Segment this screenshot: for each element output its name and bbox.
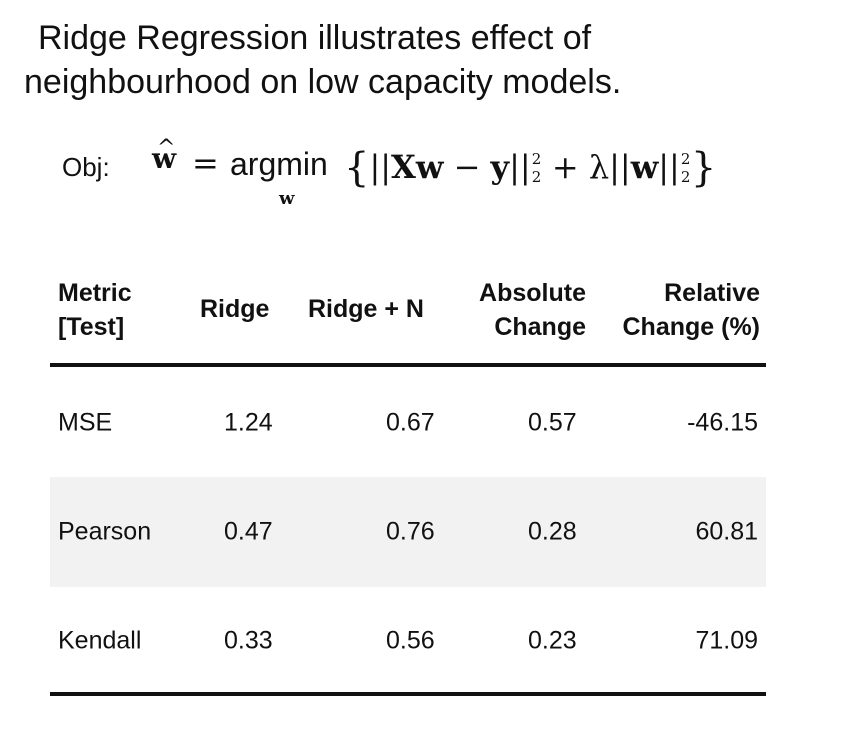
table-row: MSE 1.24 0.67 0.57 -46.15	[50, 368, 766, 478]
formula-hat: ^	[157, 136, 176, 161]
formula-norm-open-1: ||	[369, 148, 392, 186]
table-bottom-rule	[50, 692, 766, 696]
cell-metric: Kendall	[58, 626, 142, 655]
cell-absolute-change: 0.28	[528, 517, 577, 546]
formula-term-xw: Xw	[391, 148, 444, 186]
header-ridge: Ridge	[200, 292, 269, 326]
formula-sub-1: 2	[531, 167, 542, 186]
header-metric: Metric [Test]	[58, 276, 132, 344]
cell-metric: MSE	[58, 408, 113, 437]
title-line-2: neighbourhood on low capacity models.	[24, 63, 622, 101]
cell-ridge-n: 0.67	[386, 408, 435, 437]
formula-label: Obj:	[62, 152, 110, 182]
cell-ridge: 0.47	[224, 517, 273, 546]
formula-norm-close-1: ||	[509, 148, 531, 186]
cell-ridge-n: 0.56	[386, 626, 435, 655]
cell-absolute-change: 0.23	[528, 626, 577, 655]
formula-sub-2: 2	[680, 167, 691, 186]
formula-argmin-subscript: w	[279, 188, 295, 209]
title-line-1: Ridge Regression illustrates effect of	[38, 19, 592, 57]
formula-lhs: w	[152, 142, 177, 175]
formula-exp-2: 2	[680, 149, 691, 168]
formula-norm-open-2: ||	[609, 148, 631, 186]
header-abs-line2: Change	[494, 313, 586, 341]
table-row: Kendall 0.33 0.56 0.23 71.09	[50, 586, 766, 696]
slide-title: Ridge Regression illustrates effect of n…	[24, 16, 824, 104]
formula-expression: {||Xw − y|| 2 2 + λ||w|| 2 2}	[344, 142, 717, 191]
bullet-marker	[41, 27, 43, 43]
formula-close-brace: }	[690, 145, 717, 191]
formula-w-hat: w ^	[152, 136, 177, 175]
formula-lambda: λ	[588, 148, 610, 186]
header-ridge-n: Ridge + N	[308, 292, 424, 326]
cell-metric: Pearson	[58, 517, 152, 546]
header-metric-line1: Metric	[58, 279, 132, 307]
header-rel-line1: Relative	[664, 279, 760, 307]
formula-norm-close-2: ||	[658, 148, 680, 186]
formula-term-w: w	[630, 148, 659, 186]
cell-ridge: 0.33	[224, 626, 273, 655]
formula-argmin: argmin	[230, 146, 328, 182]
header-ridge-n-label: Ridge + N	[308, 295, 424, 323]
cell-relative-change: -46.15	[687, 408, 758, 437]
cell-ridge-n: 0.76	[386, 517, 435, 546]
cell-relative-change: 60.81	[695, 517, 758, 546]
header-metric-line2: [Test]	[58, 313, 125, 341]
header-rel-line2: Change (%)	[622, 313, 761, 341]
formula-equals: =	[192, 144, 219, 182]
formula-open-brace: {	[344, 145, 370, 191]
header-ridge-label: Ridge	[200, 295, 270, 323]
objective-formula: Obj: w ^ = argmin w {||Xw − y|| 2 2 + λ||w…	[62, 136, 782, 220]
header-absolute-change: Absolute Change	[458, 276, 586, 344]
table-top-rule	[50, 363, 766, 367]
header-relative-change: Relative Change (%)	[596, 276, 761, 344]
cell-absolute-change: 0.57	[528, 408, 577, 437]
cell-relative-change: 71.09	[695, 626, 758, 655]
cell-ridge: 1.24	[224, 408, 273, 437]
table-row: Pearson 0.47 0.76 0.28 60.81	[50, 477, 766, 587]
header-abs-line1: Absolute	[479, 279, 586, 307]
formula-minus: −	[453, 148, 481, 186]
formula-term-y: y	[490, 148, 510, 186]
formula-exp-1: 2	[531, 149, 542, 168]
formula-plus: +	[551, 148, 579, 186]
